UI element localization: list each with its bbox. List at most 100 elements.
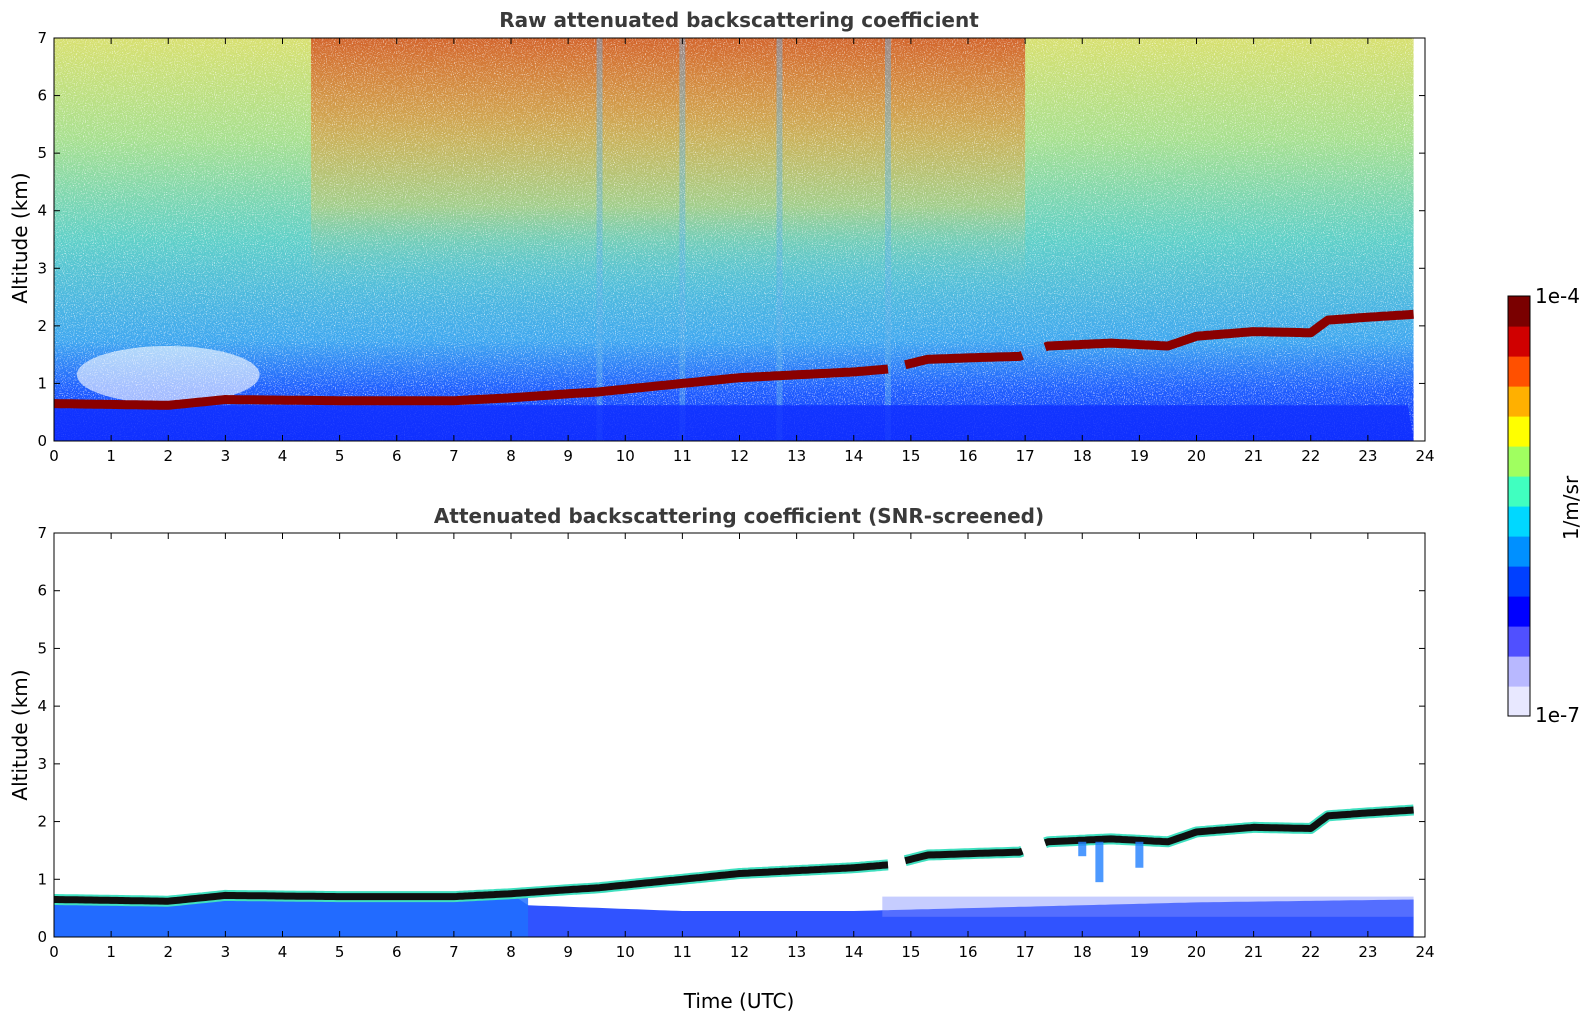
x-tick-label: 16 bbox=[958, 943, 977, 961]
x-tick-label: 18 bbox=[1073, 943, 1092, 961]
panel-screened-y-axis-label: Altitude (km) bbox=[8, 669, 32, 800]
y-tick-label: 0 bbox=[37, 432, 47, 450]
panel-screened: Attenuated backscattering coefficient (S… bbox=[8, 504, 1435, 1013]
screened-cloud-base-line bbox=[53, 861, 889, 905]
colorbar-segment bbox=[1508, 536, 1530, 567]
x-tick-label: 21 bbox=[1244, 447, 1263, 465]
x-tick-label: 7 bbox=[449, 943, 459, 961]
x-tick-label: 1 bbox=[106, 447, 116, 465]
x-tick-label: 0 bbox=[49, 447, 59, 465]
x-tick-label: 0 bbox=[49, 943, 59, 961]
x-tick-label: 2 bbox=[163, 943, 173, 961]
x-tick-label: 17 bbox=[1016, 943, 1035, 961]
x-tick-label: 5 bbox=[335, 943, 345, 961]
virga-streak bbox=[1095, 841, 1104, 883]
x-tick-label: 16 bbox=[958, 447, 977, 465]
x-tick-label: 18 bbox=[1073, 447, 1092, 465]
colorbar-segment bbox=[1508, 656, 1530, 687]
screened-cloud-base-line bbox=[1043, 806, 1415, 847]
x-tick-label: 3 bbox=[221, 447, 231, 465]
colorbar-segment bbox=[1508, 386, 1530, 417]
y-tick-label: 5 bbox=[37, 639, 47, 657]
y-tick-label: 1 bbox=[37, 374, 47, 392]
x-tick-label: 12 bbox=[730, 943, 749, 961]
colorbar-segment bbox=[1508, 596, 1530, 627]
x-tick-label: 11 bbox=[673, 447, 692, 465]
colorbar-segment bbox=[1508, 326, 1530, 357]
panel-raw-title: Raw attenuated backscattering coefficien… bbox=[499, 8, 979, 32]
x-tick-label: 7 bbox=[449, 447, 459, 465]
x-tick-label: 4 bbox=[278, 943, 288, 961]
x-tick-label: 23 bbox=[1358, 447, 1377, 465]
y-tick-label: 3 bbox=[37, 259, 47, 277]
x-tick-label: 9 bbox=[563, 447, 573, 465]
y-tick-label: 5 bbox=[37, 144, 47, 162]
panel-raw-y-axis-label: Altitude (km) bbox=[8, 172, 32, 303]
x-tick-label: 9 bbox=[563, 943, 573, 961]
colorbar-segment bbox=[1508, 506, 1530, 537]
y-tick-label: 6 bbox=[37, 87, 47, 105]
colorbar-max-label: 1e-4 bbox=[1535, 284, 1580, 308]
x-tick-label: 11 bbox=[673, 943, 692, 961]
y-tick-label: 0 bbox=[37, 928, 47, 946]
colorbar-unit-label: 1/m/sr bbox=[1559, 475, 1583, 540]
raw-cloud-base-line bbox=[1043, 309, 1416, 352]
y-tick-label: 2 bbox=[37, 813, 47, 831]
x-tick-label: 22 bbox=[1301, 447, 1320, 465]
x-tick-label: 1 bbox=[106, 943, 116, 961]
y-tick-label: 1 bbox=[37, 870, 47, 888]
y-tick-label: 7 bbox=[37, 29, 47, 47]
colorbar-min-label: 1e-7 bbox=[1535, 703, 1580, 727]
colorbar-segment bbox=[1508, 446, 1530, 477]
raw-cloud-base-line bbox=[52, 364, 890, 410]
y-tick-label: 4 bbox=[37, 202, 47, 220]
x-tick-label: 20 bbox=[1187, 943, 1206, 961]
x-tick-label: 23 bbox=[1358, 943, 1377, 961]
colorbar-segments bbox=[1508, 296, 1530, 717]
colorbar-segment bbox=[1508, 296, 1530, 327]
colorbar-segment bbox=[1508, 686, 1530, 717]
x-tick-label: 24 bbox=[1415, 447, 1434, 465]
x-tick-label: 13 bbox=[787, 943, 806, 961]
colorbar-segment bbox=[1508, 356, 1530, 387]
x-tick-label: 10 bbox=[616, 943, 635, 961]
colorbar-segment bbox=[1508, 566, 1530, 597]
x-tick-label: 19 bbox=[1130, 447, 1149, 465]
screened-cloud-base-line bbox=[904, 847, 1024, 865]
raw-boundary-layer bbox=[54, 405, 1414, 441]
x-tick-label: 20 bbox=[1187, 447, 1206, 465]
x-tick-label: 5 bbox=[335, 447, 345, 465]
raw-cloud-base-line bbox=[903, 351, 1024, 370]
panel-raw-plot: 0 1 2 3 4 5 6 7 8 9 10 11 12 13 14 15 16 17 18 19 20 21 22 23 24… bbox=[37, 29, 1434, 465]
virga-streak bbox=[1078, 841, 1087, 857]
x-tick-label: 21 bbox=[1244, 943, 1263, 961]
x-tick-label: 6 bbox=[392, 943, 402, 961]
virga-streak bbox=[1135, 841, 1144, 868]
x-tick-label: 12 bbox=[730, 447, 749, 465]
colorbar-segment bbox=[1508, 416, 1530, 447]
x-tick-label: 22 bbox=[1301, 943, 1320, 961]
screened-fringe bbox=[882, 896, 1414, 917]
panel-screened-plot: 0 1 2 3 4 5 6 7 8 9 10 11 12 13 14 15 16 17 18 19 20 21 22 23 24… bbox=[37, 524, 1434, 961]
x-tick-label: 4 bbox=[278, 447, 288, 465]
x-tick-label: 8 bbox=[506, 943, 516, 961]
x-tick-label: 17 bbox=[1016, 447, 1035, 465]
x-tick-label: 2 bbox=[163, 447, 173, 465]
x-tick-label: 15 bbox=[901, 447, 920, 465]
x-tick-label: 13 bbox=[787, 447, 806, 465]
x-tick-label: 19 bbox=[1130, 943, 1149, 961]
x-tick-label: 10 bbox=[616, 447, 635, 465]
x-tick-label: 3 bbox=[221, 943, 231, 961]
x-tick-label: 14 bbox=[844, 943, 863, 961]
y-tick-label: 4 bbox=[37, 697, 47, 715]
x-tick-label: 24 bbox=[1415, 943, 1434, 961]
colorbar-frame bbox=[1507, 295, 1531, 717]
colorbar-segment bbox=[1508, 626, 1530, 657]
raw-clear-patch bbox=[76, 346, 260, 404]
x-tick-label: 15 bbox=[901, 943, 920, 961]
y-tick-label: 2 bbox=[37, 317, 47, 335]
colorbar: 1e-4 1e-7 1/m/sr bbox=[1507, 284, 1583, 727]
x-tick-label: 14 bbox=[844, 447, 863, 465]
y-tick-label: 7 bbox=[37, 524, 47, 542]
